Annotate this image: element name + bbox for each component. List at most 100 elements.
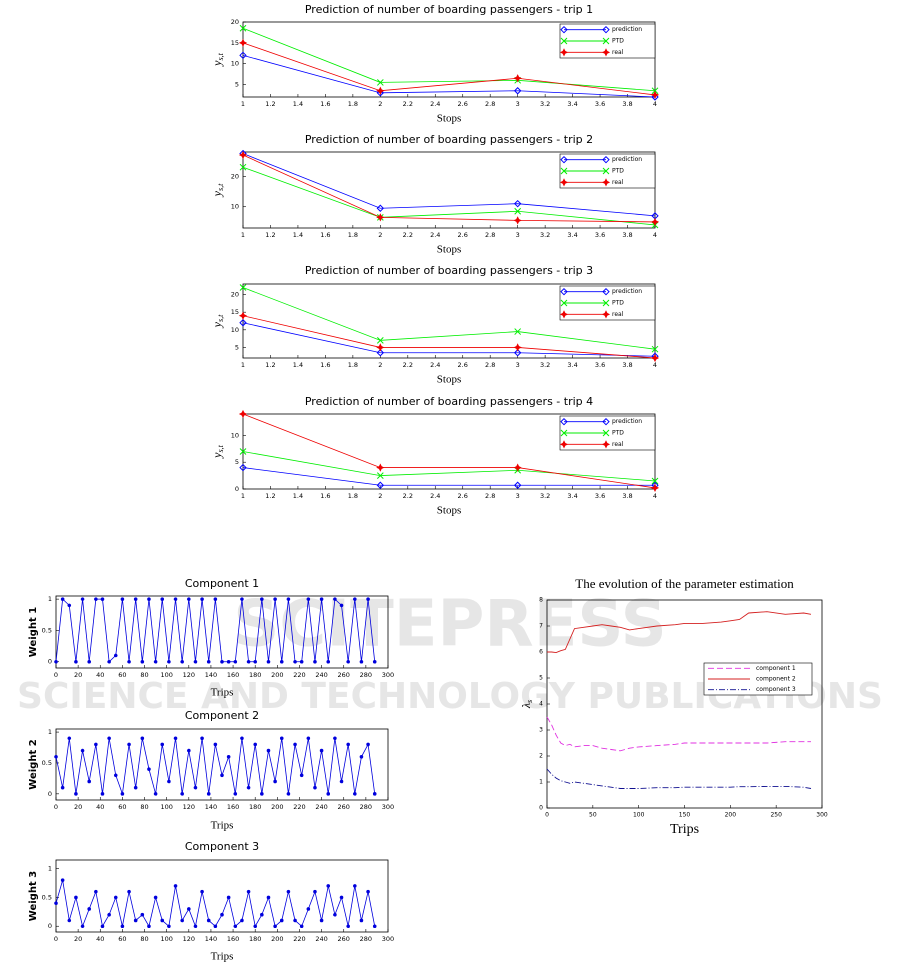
marker [602, 417, 610, 426]
series-line [547, 611, 812, 653]
chart-title: Component 3 [185, 840, 259, 853]
x-tick-label: 80 [140, 803, 148, 811]
x-tick-label: 1.6 [320, 231, 330, 239]
x-tick-label: 280 [360, 803, 372, 811]
marker [513, 349, 522, 357]
x-tick-label: 100 [160, 671, 172, 679]
y-tick-label: 3 [539, 727, 543, 734]
x-tick-label: 3 [516, 100, 520, 108]
marker [220, 912, 224, 917]
marker [326, 660, 331, 664]
marker [299, 924, 304, 928]
y-axis-label: ys,t [210, 52, 225, 66]
marker [200, 889, 204, 894]
x-tick-label: 2.2 [403, 361, 413, 369]
x-tick-label: 1.4 [293, 361, 303, 369]
marker [602, 287, 610, 296]
x-axis-label: Trips [211, 951, 234, 963]
y-axis-label-main: y [210, 190, 224, 197]
marker [339, 895, 344, 900]
plot-frame [242, 151, 656, 229]
x-tick-label: 2.2 [403, 231, 413, 239]
marker [127, 742, 131, 747]
x-tick-label: 180 [249, 935, 261, 943]
x-tick-label: 1 [241, 231, 245, 239]
x-tick-label: 3.2 [540, 361, 550, 369]
x-tick-label: 3.8 [622, 231, 632, 239]
x-tick-label: 280 [360, 935, 372, 943]
series-line [242, 451, 656, 482]
marker [651, 87, 659, 95]
x-axis-label: Trips [670, 822, 699, 837]
marker [173, 884, 178, 888]
marker [650, 353, 660, 363]
x-tick-label: 2.8 [485, 100, 495, 108]
marker [200, 736, 204, 740]
y-tick-label: 5 [235, 81, 239, 89]
marker [226, 895, 231, 900]
marker [180, 918, 184, 923]
marker [213, 924, 218, 928]
y-axis-label: ys,t [210, 444, 225, 458]
marker [266, 748, 271, 753]
x-tick-label: 20 [74, 935, 82, 943]
chart-title: The evolution of the parameter estimatio… [575, 576, 794, 591]
marker [650, 483, 660, 493]
x-tick-label: 1.8 [348, 361, 358, 369]
x-tick-label: 2.8 [485, 361, 495, 369]
marker [173, 736, 178, 740]
marker [286, 597, 291, 601]
y-tick-label: 1 [48, 728, 52, 736]
marker [651, 345, 659, 353]
x-tick-label: 40 [96, 803, 104, 811]
plot-frame [242, 283, 656, 359]
marker [650, 90, 660, 100]
x-tick-label: 1.8 [348, 231, 358, 239]
series-line [242, 153, 656, 217]
marker [213, 597, 218, 601]
x-tick-label: 3.6 [595, 100, 605, 108]
y-tick-label: 10 [231, 203, 239, 211]
x-tick-label: 3.6 [595, 231, 605, 239]
x-axis-label: Trips [211, 820, 234, 832]
y-axis-label: Weight 3 [28, 871, 39, 921]
marker [559, 310, 569, 319]
legend-label: PTD [612, 300, 624, 307]
marker [560, 429, 568, 437]
marker [353, 884, 357, 888]
x-tick-label: 60 [118, 803, 126, 811]
marker [293, 660, 297, 664]
x-tick-label: 3.2 [540, 231, 550, 239]
marker [87, 660, 92, 664]
marker [260, 912, 264, 917]
x-tick-label: 1.4 [293, 492, 303, 500]
marker [147, 597, 151, 601]
legend-label: component 2 [756, 676, 796, 683]
x-tick-label: 140 [205, 935, 217, 943]
legend-label: component 3 [756, 686, 796, 693]
x-tick-label: 2 [378, 100, 382, 108]
marker [260, 597, 264, 601]
x-tick-label: 240 [315, 671, 327, 679]
x-tick-label: 3 [516, 231, 520, 239]
legend-label: PTD [612, 38, 624, 45]
marker [366, 742, 370, 747]
marker [601, 178, 611, 187]
x-tick-label: 2.2 [403, 100, 413, 108]
marker [100, 597, 105, 601]
marker [226, 755, 231, 759]
legend-label: prediction [612, 156, 642, 163]
marker [167, 660, 171, 664]
marker [100, 792, 105, 796]
marker [193, 924, 198, 928]
x-tick-label: 1.8 [348, 100, 358, 108]
legend-label: PTD [612, 430, 624, 437]
marker [107, 736, 111, 740]
marker [206, 660, 211, 664]
marker [260, 792, 264, 796]
marker [273, 779, 277, 784]
marker [187, 907, 191, 911]
marker [514, 207, 522, 215]
x-tick-label: 2.4 [430, 361, 440, 369]
marker [120, 792, 125, 796]
